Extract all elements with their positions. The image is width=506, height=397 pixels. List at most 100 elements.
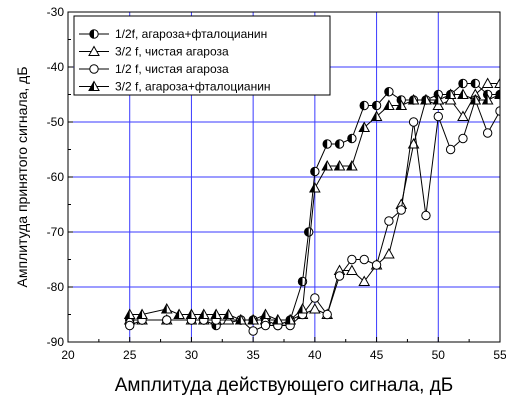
x-tick-label: 40: [308, 348, 322, 362]
y-tick-label: -60: [47, 170, 65, 184]
data-point: [494, 88, 500, 99]
data-point: [469, 93, 482, 105]
data-point: [383, 99, 395, 110]
legend-item: 1/2f, агароза+фталоцианин: [79, 27, 267, 41]
y-tick-label: -70: [47, 225, 65, 239]
data-point: [347, 133, 357, 144]
y-axis-title: Амплитуда принятого сигнала, дБ: [14, 66, 30, 287]
data-point: [457, 88, 469, 99]
data-point: [359, 254, 369, 265]
y-tick-label: -30: [47, 5, 65, 19]
data-point: [445, 144, 456, 155]
data-point: [310, 293, 320, 303]
legend-marker: [89, 29, 99, 39]
data-point: [347, 254, 357, 265]
y-tick-label: -90: [47, 335, 65, 349]
data-point: [359, 100, 369, 111]
data-point: [420, 93, 432, 105]
data-point: [197, 308, 210, 319]
data-point: [370, 110, 383, 121]
data-point: [303, 227, 314, 237]
data-point: [248, 326, 258, 336]
data-point: [125, 320, 135, 331]
data-point: [247, 313, 259, 325]
data-point: [123, 308, 136, 319]
data-point: [260, 320, 271, 331]
data-point: [383, 247, 395, 259]
data-point: [322, 139, 332, 149]
data-point: [259, 308, 272, 319]
x-tick-label: 55: [493, 348, 506, 362]
x-tick-label: 20: [61, 348, 75, 362]
data-point: [310, 166, 320, 177]
data-point: [346, 159, 358, 171]
data-point: [432, 93, 445, 105]
data-point: [458, 133, 468, 144]
data-point: [371, 100, 382, 111]
data-point: [481, 77, 494, 88]
x-axis-title: Амплитуда действующего сигнала, дБ: [115, 375, 454, 396]
data-point: [433, 111, 443, 122]
x-tick-label: 50: [432, 348, 446, 362]
data-point: [185, 308, 198, 319]
data-point: [395, 99, 408, 110]
data-point: [162, 315, 172, 325]
data-point: [421, 210, 431, 221]
legend-marker: [88, 45, 100, 56]
data-point: [284, 313, 297, 325]
data-point: [210, 308, 222, 319]
legend-label: 1/2f, агароза+фталоцианин: [115, 27, 267, 41]
legend-label: 3/2 f, агароза+фталоцианин: [115, 80, 271, 94]
series-4: [123, 88, 500, 325]
data-point: [458, 78, 468, 89]
x-tick-label: 45: [370, 348, 384, 362]
data-point: [432, 99, 445, 110]
legend-item: 3/2 f, чистая агароза: [79, 45, 229, 59]
data-point: [457, 110, 469, 121]
data-point: [358, 275, 371, 286]
data-point: [234, 313, 247, 325]
series-layer: [123, 77, 500, 336]
y-tick-label: -80: [47, 280, 65, 294]
data-point: [173, 308, 185, 319]
data-point: [296, 302, 309, 314]
data-point: [481, 93, 494, 105]
legend-marker: [89, 64, 99, 74]
data-point: [408, 117, 419, 127]
data-point: [444, 93, 457, 105]
data-point: [309, 302, 321, 314]
data-point: [222, 308, 235, 319]
data-point: [358, 121, 371, 132]
data-point: [321, 159, 334, 171]
legend: 1/2f, агароза+фталоцианин 3/2 f, чистая а…: [73, 15, 331, 96]
data-point: [346, 264, 358, 275]
legend-label: 3/2 f, чистая агароза: [115, 45, 229, 59]
data-point: [160, 302, 173, 314]
data-point: [333, 159, 346, 171]
data-point: [371, 260, 382, 270]
legend-item: 1/2 f, чистая агароза: [79, 62, 229, 76]
data-point: [384, 87, 394, 97]
data-point: [396, 205, 406, 215]
data-point: [444, 88, 457, 99]
data-point: [384, 216, 394, 226]
data-point: [322, 309, 332, 320]
x-tick-label: 35: [246, 348, 260, 362]
data-point: [482, 128, 493, 138]
x-tick-label: 25: [123, 348, 137, 362]
ticks: 20 25 30 35 40 45 50 55 -90 -80 -70 -60 -50 -40 -30: [47, 5, 506, 362]
y-tick-label: -50: [47, 115, 65, 129]
legend-box: [73, 15, 331, 96]
data-point: [494, 77, 500, 88]
data-point: [334, 271, 345, 281]
legend-label: 1/2 f, чистая агароза: [115, 62, 229, 76]
legend-item: 3/2 f, агароза+фталоцианин: [79, 80, 271, 94]
data-point: [309, 181, 321, 193]
data-point: [271, 313, 284, 325]
data-point: [407, 93, 420, 105]
data-point: [334, 139, 345, 149]
x-tick-label: 30: [185, 348, 199, 362]
data-point: [470, 78, 481, 89]
data-point: [136, 308, 148, 319]
